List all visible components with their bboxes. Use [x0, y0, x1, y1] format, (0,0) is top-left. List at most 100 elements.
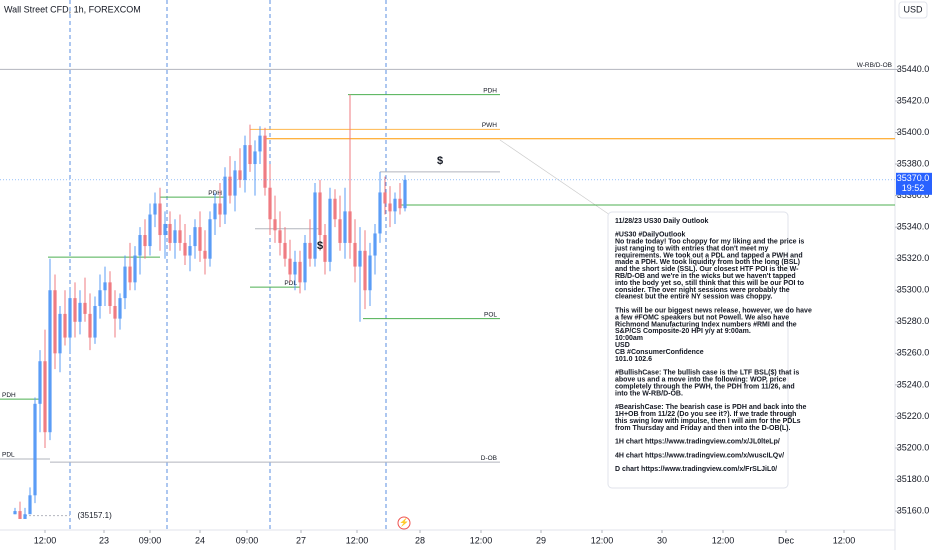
candle-body [353, 242, 357, 267]
note-line: 101.0 102.6 [615, 356, 652, 363]
x-tick-label: 23 [99, 535, 109, 545]
x-tick-label: 12:00 [470, 535, 493, 545]
candle-body [293, 261, 297, 275]
candle-body [213, 203, 217, 220]
note-line: and the short side (SSL). Our closest HT… [615, 266, 799, 273]
x-tick-label: 12:00 [712, 535, 735, 545]
candle-body [168, 223, 172, 243]
candle-body [153, 203, 157, 215]
note-line: CB #ConsumerConfidence [615, 349, 704, 356]
x-tick-label: 12:00 [591, 535, 614, 545]
note-line: #US30 #DailyOutlook [615, 232, 686, 239]
candle-body [188, 246, 192, 256]
candle-body [203, 250, 207, 259]
note-line: a few #FOMC speakers but not Powell. We … [615, 314, 789, 321]
candle-body [73, 298, 77, 322]
note-line: this swing low with impulse, then I will… [615, 418, 801, 425]
candle-body [88, 313, 92, 338]
candle-body [98, 290, 102, 307]
candle-body [333, 198, 337, 220]
note-line: 1H chart https://www.tradingview.com/x/J… [615, 439, 780, 446]
y-tick-label: 35220.0 [897, 411, 930, 421]
candle-body [308, 242, 312, 259]
countdown: 19:52 [902, 183, 925, 193]
note-line: USD [615, 342, 630, 349]
y-tick-label: 35240.0 [897, 379, 930, 389]
note-line: #BearishCase: The bearish case is PDH an… [615, 404, 807, 411]
candle-body [253, 151, 257, 165]
y-tick-label: 35280.0 [897, 316, 930, 326]
candle-body [118, 298, 122, 319]
note-line: made a PDH. We took liquidity from both … [615, 259, 800, 266]
note-line: just ranging to with entries that don't … [614, 245, 768, 252]
candle-body [318, 192, 322, 236]
candle-body [163, 223, 167, 236]
candle-body [298, 261, 302, 283]
level-label: D-OB [481, 455, 497, 462]
note-line: 4H chart https://www.tradingview.com/x/w… [615, 452, 784, 459]
candle-body [58, 313, 62, 354]
y-tick-label: 35380.0 [897, 158, 930, 168]
note-line: into the body yet so, still think that t… [615, 280, 804, 287]
x-tick-label: 12:00 [346, 535, 369, 545]
candle-body [358, 250, 362, 267]
candle-body [218, 203, 222, 215]
candle-body [283, 242, 287, 259]
candle-body [193, 227, 197, 247]
candle-body [133, 255, 137, 283]
currency[interactable]: USD [903, 4, 923, 14]
candle-body [83, 302, 87, 314]
candle-body [123, 266, 127, 299]
connector [499, 139, 611, 216]
note-line: 1H+OB from 11/22 (Do you see it?). If we… [615, 411, 796, 418]
x-tick-label: 30 [657, 535, 667, 545]
y-tick-label: 35360.0 [897, 190, 930, 200]
candle-body [68, 298, 72, 338]
candle-body [338, 219, 342, 243]
candle-body [363, 250, 367, 291]
level-label: PDH [2, 392, 16, 399]
x-tick-label: 29 [536, 535, 546, 545]
session-lines [69, 0, 387, 530]
note-line: from Thursday and Friday and then into t… [615, 425, 790, 432]
candle-body [388, 203, 392, 212]
note-line: D chart https://www.tradingview.com/x/Fr… [615, 466, 777, 473]
candle-body [263, 135, 267, 188]
candle-body [393, 198, 397, 212]
candle-body [288, 258, 292, 275]
candle-body [78, 302, 82, 322]
event-icon[interactable] [397, 516, 411, 530]
candle-body [378, 192, 382, 234]
note-box [607, 211, 789, 489]
x-tick-label: 09:00 [139, 535, 162, 545]
level-label: PWH [482, 122, 497, 129]
candle-body [238, 170, 242, 180]
candle-body [183, 242, 187, 256]
candle-body [368, 255, 372, 291]
x-tick-label: 28 [415, 535, 425, 545]
y-tick-label: 35180.0 [897, 474, 930, 484]
x-tick-label: 09:00 [236, 535, 259, 545]
level-label: PDL [284, 280, 297, 287]
y-tick-label: 35320.0 [897, 253, 930, 263]
y-tick-label: 35440.0 [897, 64, 930, 74]
candle-body [138, 235, 142, 256]
level-label: POL [484, 311, 497, 318]
candle-body [13, 511, 17, 515]
y-tick-label: 35160.0 [897, 505, 930, 515]
last-price-label: 35370.0 [897, 173, 930, 183]
note: 11/28/23 US30 Daily Outlook #US30 #DailyO… [607, 211, 812, 489]
note-line: Richmond Manufacturing Index numbers #RM… [615, 321, 797, 328]
chart-title: Wall Street CFD, 1h, FOREXCOM [4, 4, 141, 14]
note-line: 11/28/23 US30 Daily Outlook [615, 218, 708, 225]
currency-box[interactable] [898, 1, 928, 19]
last-price-box [896, 172, 932, 195]
candle-body [113, 306, 117, 319]
candle-body [18, 511, 22, 519]
candle-body [148, 214, 152, 247]
candle-body [273, 219, 277, 231]
candle-body [38, 361, 42, 404]
annotation: $ [317, 240, 323, 252]
y-tick-label: 35200.0 [897, 442, 930, 452]
note-line: No trade today! Too choppy for my liking… [615, 239, 804, 246]
